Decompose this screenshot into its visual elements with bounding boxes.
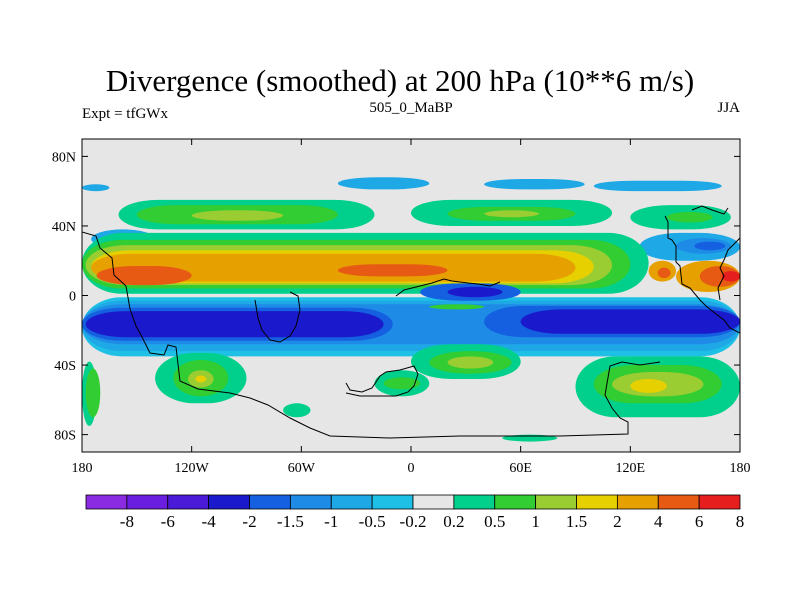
chart-title: Divergence (smoothed) at 200 hPa (10**6 … [106,63,694,98]
colorbar-box-5 [289,494,332,510]
y-tick-label-1: 40N [52,220,76,235]
colorbar-label-1: -6 [161,512,175,531]
colorbar-label-8: 0.2 [443,512,464,531]
colorbar-box-10 [494,494,537,510]
colorbar-label-0: -8 [120,512,134,531]
colorbar-box-12 [576,494,618,510]
colorbar-box-14 [657,494,700,510]
colorbar-label-14: 6 [695,512,704,531]
x-tick-label-4: 60E [509,461,532,476]
colorbar-label-6: -0.5 [359,512,386,531]
field-patch-26 [721,271,740,282]
coastline-africa-europe [395,278,501,297]
colorbar-label-13: 4 [654,512,663,531]
colorbar-label-15: 8 [736,512,745,531]
field-patch-22 [96,265,192,286]
experiment-label: Expt = tfGWx [82,106,168,122]
x-tick-label-6: 180 [730,461,751,476]
season-label: JJA [717,100,740,116]
x-tick-label-3: 0 [408,461,415,476]
colorbar-box-4 [249,494,291,510]
field-patch-3 [82,184,110,192]
colorbar-box-11 [535,494,577,510]
colorbar-box-6 [330,494,373,510]
colorbar-label-9: 0.5 [484,512,505,531]
y-tick-label-0: 80N [52,150,76,165]
field-patch-25 [699,265,740,287]
colorbar-label-11: 1.5 [566,512,587,531]
colorbar-box-9 [453,494,496,510]
field-patch-0 [337,177,430,190]
colorbar-box-0 [85,494,128,510]
colorbar-label-2: -4 [202,512,217,531]
colorbar-label-10: 1 [531,512,540,531]
field-patch-50 [447,356,494,369]
field-patch-2 [593,180,722,192]
x-tick-label-1: 120W [175,461,210,476]
colorbar-label-4: -1.5 [277,512,304,531]
colorbar-label-5: -1 [324,512,338,531]
field-patch-21 [91,253,576,282]
field-patch-16 [694,241,726,251]
field-patch-6 [191,210,284,221]
colorbar-box-13 [616,494,659,510]
field-patch-40 [85,368,101,418]
coastline-east-asia [664,215,740,334]
coastline-australia [717,237,740,301]
divergence-field [82,177,740,442]
colorbar-box-15 [698,494,741,510]
colorbar-box-1 [126,494,169,510]
x-axis-ticks: 180 120W 60W 0 60E 120E 180 [72,139,751,476]
colorbar-label-7: -0.2 [400,512,427,531]
x-tick-label-5: 120E [616,461,646,476]
field-patch-38 [429,304,485,310]
field-patch-33 [85,311,384,338]
coastline-south-america [254,291,301,343]
field-patch-45 [283,403,311,418]
y-tick-label-2: 0 [69,290,76,305]
y-axis-ticks: 80N 40N 0 40S 80S [52,150,740,444]
field-patch-11 [666,212,713,223]
field-patch-44 [195,375,207,383]
field-patch-28 [657,267,671,279]
field-patch-23 [337,264,448,277]
coastline-americas [82,231,661,439]
colorbar-box-3 [208,494,250,510]
y-tick-label-3: 40S [54,359,76,374]
colorbar: -8 -6 -4 -2 -1.5 -1 -0.5 -0.2 0.2 0.5 1 1.5 2 4 6 8 [85,494,745,531]
y-tick-label-4: 80S [54,429,76,444]
colorbar-label-3: -2 [242,512,256,531]
coastline-antarctic-shelf [345,365,419,397]
coastline-pacific-islands [691,205,729,215]
field-patch-37 [447,286,503,298]
field-patch-35 [520,309,740,334]
colorbar-box-8 [412,494,455,510]
field-patch-1 [484,178,585,190]
x-tick-label-0: 180 [72,461,93,476]
field-patch-47 [383,377,421,390]
colorbar-box-2 [167,494,210,510]
case-label: 505_0_MaBP [369,100,452,116]
colorbar-label-12: 2 [613,512,622,531]
field-patch-9 [484,210,539,218]
colorbar-box-7 [371,494,414,510]
x-tick-label-2: 60W [288,461,316,476]
field-patch-54 [630,378,667,393]
coastlines [82,205,740,439]
